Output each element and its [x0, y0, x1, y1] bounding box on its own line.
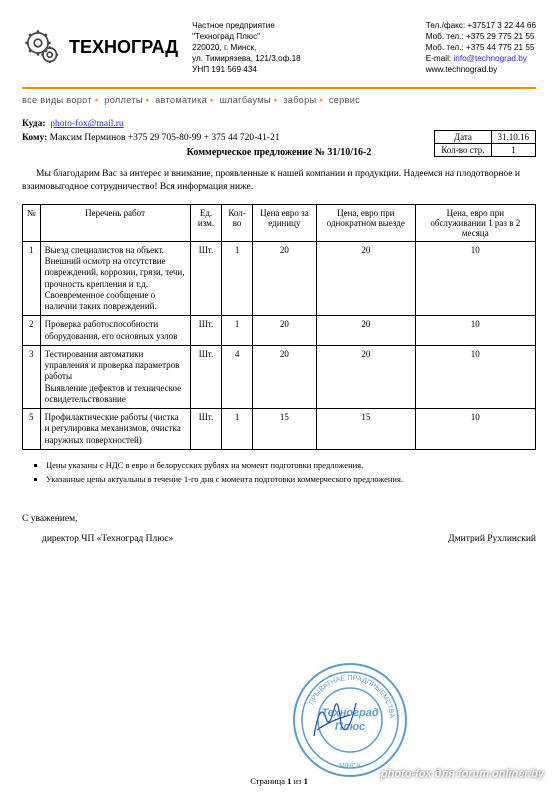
cell-unit: Шт.	[190, 241, 222, 316]
email-link[interactable]: info@technograd.by	[453, 54, 526, 63]
th: Кол-во	[222, 204, 252, 241]
nav-item: роллеты	[104, 95, 142, 105]
cell-price3: 10	[415, 241, 535, 316]
company-line: 220020, г. Минск,	[192, 42, 416, 53]
cell-price3: 10	[415, 345, 535, 408]
signer-name: Дмитрий Рухлинский	[448, 534, 536, 544]
cell-price1: 20	[252, 345, 316, 408]
cell-price3: 10	[415, 316, 535, 346]
nav-item: сервис	[329, 95, 360, 105]
cell-unit: Шт.	[190, 409, 222, 450]
th: Цена евро за единицу	[252, 204, 316, 241]
watermark: photo-fox для forum.onliner.by	[381, 768, 544, 780]
header: ТЕХНОГРАД Частное предприятие "Техноград…	[22, 20, 536, 75]
th: Ед. изм.	[190, 204, 222, 241]
nav-item: шлагбаумы	[219, 95, 270, 105]
logo: ТЕХНОГРАД	[22, 20, 178, 75]
meta-pages-value: 1	[491, 144, 536, 157]
cell-qty: 1	[222, 409, 252, 450]
nav-item: все виды ворот	[22, 95, 92, 105]
cell-num: 2	[23, 316, 41, 346]
cell-price2: 20	[317, 241, 416, 316]
divider	[22, 87, 536, 89]
notes-list: Цены указаны с НДС в евро и белорусских …	[46, 460, 536, 486]
cell-price2: 20	[317, 345, 416, 408]
cell-desc: Профилактические работы (чистка и регули…	[40, 409, 190, 450]
signature-block: С уважением, директор ЧП «Техноград Плюс…	[22, 514, 536, 544]
cell-unit: Шт.	[190, 316, 222, 346]
meta-pages-label: Кол-во стр.	[435, 144, 491, 157]
table-row: 1 Выезд специалистов на объект.Внешний о…	[23, 241, 536, 316]
stamp-icon: Техноград Плюс ПРЫВАТНАЕ ПРАДПРЫЕМСТВА *…	[290, 660, 410, 780]
logo-text: ТЕХНОГРАД	[69, 37, 178, 58]
contact-line: www.technograd.by	[426, 64, 536, 75]
to-line: Куда: photo-fox@mail.ru	[22, 119, 536, 129]
to-label: Куда:	[22, 119, 46, 129]
contacts: Тел./факс: +37517 3 22 44 66 Моб. тел.: …	[426, 20, 536, 75]
cell-desc: Тестирования автоматики управления и про…	[40, 345, 190, 408]
cell-num: 3	[23, 345, 41, 408]
meta-table: Дата31.10.16 Кол-во стр.1	[434, 130, 536, 157]
signer-position: директор ЧП «Техноград Плюс»	[22, 534, 173, 544]
th: Цена, евро при однократном выезде	[317, 204, 416, 241]
nav-bar: все виды ворот• роллеты• автоматика• шла…	[22, 95, 536, 105]
cell-price1: 15	[252, 409, 316, 450]
company-info: Частное предприятие "Техноград Плюс" 220…	[188, 20, 416, 75]
to-email-link[interactable]: photo-fox@mail.ru	[50, 119, 123, 129]
cell-price1: 20	[252, 241, 316, 316]
note-item: Цены указаны с НДС в евро и белорусских …	[46, 460, 536, 472]
table-row: 5 Профилактические работы (чистка и регу…	[23, 409, 536, 450]
meta-date-label: Дата	[435, 131, 491, 144]
th: №	[23, 204, 41, 241]
page-number: Страница 1 из 1	[250, 776, 308, 786]
nav-item: заборы	[283, 95, 316, 105]
svg-text:Техноград: Техноград	[321, 707, 378, 719]
cell-unit: Шт.	[190, 345, 222, 408]
cell-qty: 1	[222, 316, 252, 346]
price-table: № Перечень работ Ед. изм. Кол-во Цена ев…	[22, 204, 536, 450]
cell-desc: Проверка работоспособности оборудования,…	[40, 316, 190, 346]
regards: С уважением,	[22, 514, 536, 524]
cell-price3: 10	[415, 409, 535, 450]
nav-item: автоматика	[155, 95, 207, 105]
cell-qty: 1	[222, 241, 252, 316]
svg-text:МIНСК: МIНСК	[339, 763, 362, 770]
company-line: Частное предприятие	[192, 20, 416, 31]
contact-line: Моб. тел.: +375 44 775 21 55	[426, 42, 536, 53]
cell-qty: 4	[222, 345, 252, 408]
cell-desc: Выезд специалистов на объект.Внешний осм…	[40, 241, 190, 316]
meta-date-value: 31.10.16	[491, 131, 536, 144]
contact-line: Тел./факс: +37517 3 22 44 66	[426, 20, 536, 31]
svg-text:Плюс: Плюс	[335, 721, 365, 733]
table-header-row: № Перечень работ Ед. изм. Кол-во Цена ев…	[23, 204, 536, 241]
th: Перечень работ	[40, 204, 190, 241]
whom-label: Кому:	[22, 133, 47, 143]
gear-icon	[22, 27, 64, 69]
note-item: Указанные цены актуальны в течение 1-го …	[46, 474, 536, 486]
cell-price2: 20	[317, 316, 416, 346]
table-row: 3 Тестирования автоматики управления и п…	[23, 345, 536, 408]
table-row: 2 Проверка работоспособности оборудовани…	[23, 316, 536, 346]
cell-num: 5	[23, 409, 41, 450]
company-line: "Техноград Плюс"	[192, 31, 416, 42]
whom-value: Максим Перминов +375 29 705-80-99 + 375 …	[50, 133, 280, 143]
cell-price1: 20	[252, 316, 316, 346]
cell-num: 1	[23, 241, 41, 316]
company-line: ул. Тимирязева, 121/3,оф.18	[192, 53, 416, 64]
company-line: УНП 191 569 434	[192, 64, 416, 75]
contact-line: E-mail: info@technograd.by	[426, 53, 536, 64]
intro-text: Мы благодарим Вас за интерес и внимание,…	[22, 168, 536, 194]
contact-line: Моб. тел.: +375 29 775 21 55	[426, 31, 536, 42]
cell-price2: 15	[317, 409, 416, 450]
th: Цена, евро при обслуживании 1 раз в 2 ме…	[415, 204, 535, 241]
